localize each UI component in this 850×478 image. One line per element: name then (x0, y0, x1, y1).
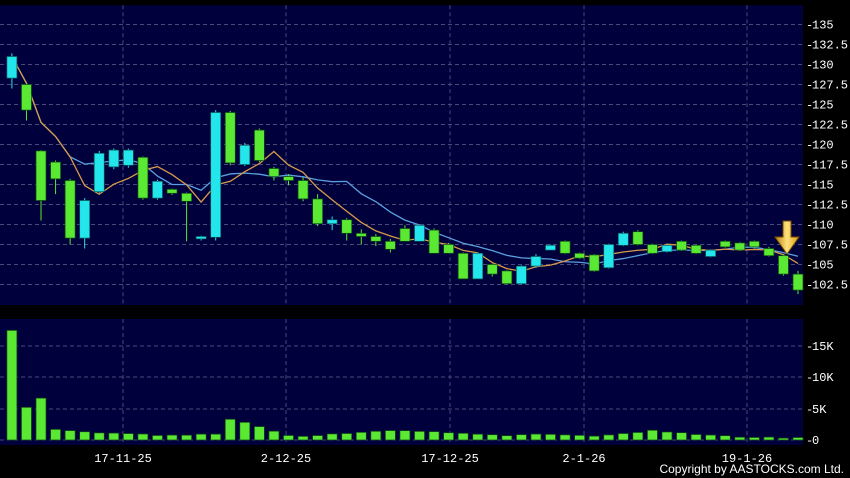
svg-text:132.5: 132.5 (812, 39, 848, 53)
svg-text:17-12-25: 17-12-25 (421, 452, 479, 466)
svg-text:135: 135 (812, 19, 834, 33)
svg-text:10K: 10K (812, 371, 834, 385)
svg-text:2-1-26: 2-1-26 (562, 452, 605, 466)
svg-text:5K: 5K (812, 403, 827, 417)
svg-text:102.5: 102.5 (812, 279, 848, 293)
svg-text:117.5: 117.5 (812, 159, 848, 173)
svg-text:107.5: 107.5 (812, 239, 848, 253)
svg-text:0: 0 (812, 434, 819, 448)
svg-text:110: 110 (812, 219, 834, 233)
svg-text:130: 130 (812, 59, 834, 73)
svg-text:105: 105 (812, 259, 834, 273)
svg-text:115: 115 (812, 179, 834, 193)
svg-text:2-12-25: 2-12-25 (261, 452, 311, 466)
svg-text:112.5: 112.5 (812, 199, 848, 213)
svg-text:17-11-25: 17-11-25 (94, 452, 152, 466)
svg-text:122.5: 122.5 (812, 119, 848, 133)
svg-text:127.5: 127.5 (812, 79, 848, 93)
svg-text:120: 120 (812, 139, 834, 153)
svg-text:125: 125 (812, 99, 834, 113)
svg-text:15K: 15K (812, 340, 834, 354)
